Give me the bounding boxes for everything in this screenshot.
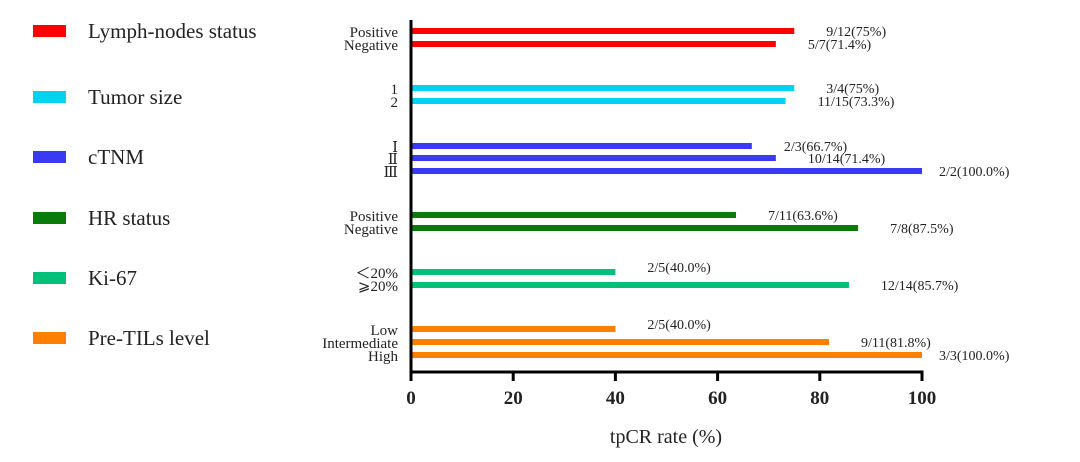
data-label: 7/11(63.6%) xyxy=(768,209,838,224)
data-label: 5/7(71.4%) xyxy=(808,38,872,53)
bar xyxy=(411,143,752,149)
data-label: 3/3(100.0%) xyxy=(939,349,1010,364)
data-label: 3/4(75%) xyxy=(826,82,879,97)
category-label: 2 xyxy=(391,95,399,111)
bar xyxy=(411,212,736,218)
category-label: ⩾20% xyxy=(358,279,398,295)
bar xyxy=(411,339,829,345)
data-label: 9/11(81.8%) xyxy=(861,336,931,351)
bar xyxy=(411,352,922,358)
data-label: 2/2(100.0%) xyxy=(939,165,1010,180)
legend-label: Lymph-nodes status xyxy=(88,19,257,43)
x-tick-label: 40 xyxy=(606,388,625,409)
category-label: Ⅲ xyxy=(384,165,398,181)
x-tick-label: 100 xyxy=(908,388,937,409)
bar xyxy=(411,155,776,161)
legend-swatch xyxy=(33,332,66,344)
legend: Lymph-nodes status Tumor size cTNM HR statu… xyxy=(33,19,257,350)
legend-label: cTNM xyxy=(88,145,144,169)
legend-label: Ki-67 xyxy=(88,266,137,290)
category-label: Ⅱ xyxy=(388,152,398,168)
category-label: Low xyxy=(371,323,399,339)
data-label: 12/14(85.7%) xyxy=(881,279,959,294)
category-label: Intermediate xyxy=(322,336,398,352)
axes: 0 20 40 60 80 100 xyxy=(406,20,936,409)
bar xyxy=(411,168,922,174)
data-label: 9/12(75%) xyxy=(826,25,886,40)
category-label: High xyxy=(368,349,399,365)
category-label: ＜20% xyxy=(356,266,399,282)
bars: Positive 9/12(75%) Negative 5/7(71.4%) 1 3/4(… xyxy=(322,25,1010,365)
legend-swatch xyxy=(33,212,66,224)
bar xyxy=(411,326,616,332)
legend-swatch xyxy=(33,272,66,284)
bar xyxy=(411,85,795,91)
x-axis-label: tpCR rate (%) xyxy=(610,426,722,448)
data-label: 11/15(73.3%) xyxy=(818,95,895,110)
x-tick-label: 60 xyxy=(708,388,727,409)
category-label: Positive xyxy=(350,25,399,41)
category-label: Positive xyxy=(350,209,399,225)
data-label: 7/8(87.5%) xyxy=(890,222,954,237)
category-label: Negative xyxy=(344,222,398,238)
bar xyxy=(411,225,859,231)
legend-label: Tumor size xyxy=(88,85,182,109)
x-tick-label: 80 xyxy=(810,388,829,409)
data-label: 10/14(71.4%) xyxy=(808,152,886,167)
category-label: 1 xyxy=(391,82,399,98)
legend-swatch xyxy=(33,91,66,103)
legend-swatch xyxy=(33,151,66,163)
data-label: 2/5(40.0%) xyxy=(647,318,711,333)
legend-swatch xyxy=(33,25,66,37)
data-label: 2/3(66.7%) xyxy=(784,140,848,155)
bar xyxy=(411,98,786,104)
category-label: Negative xyxy=(344,38,398,54)
category-label: Ⅰ xyxy=(392,140,398,156)
bar xyxy=(411,28,795,34)
bar xyxy=(411,269,616,275)
x-tick-label: 0 xyxy=(406,388,416,409)
bar xyxy=(411,41,776,47)
bar xyxy=(411,282,849,288)
x-tick-label: 20 xyxy=(504,388,523,409)
legend-label: Pre-TILs level xyxy=(88,326,210,350)
legend-label: HR status xyxy=(88,206,170,230)
data-label: 2/5(40.0%) xyxy=(647,261,711,276)
